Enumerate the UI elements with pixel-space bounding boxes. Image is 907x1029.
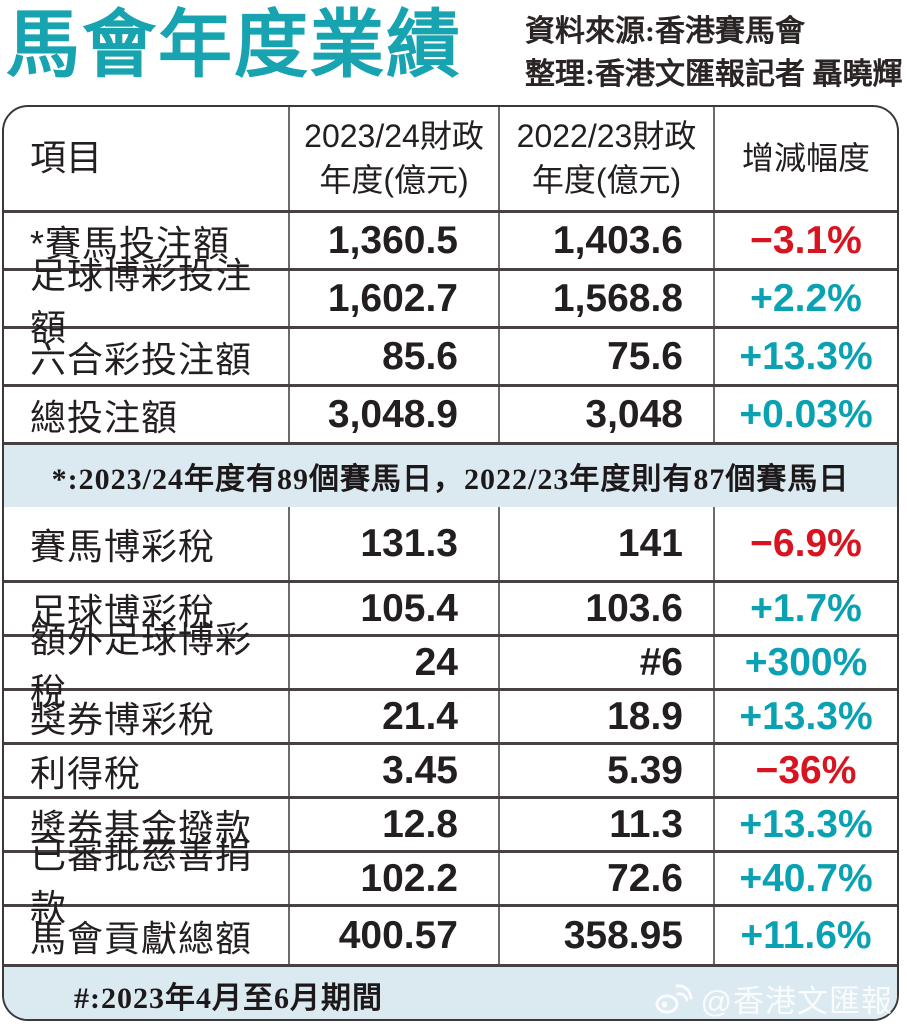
table-row: 足球博彩稅 105.4 103.6 +1.7% [4, 583, 897, 637]
table-header-row: 項目 2023/24財政年度(億元) 2022/23財政年度(億元) 增減幅度 [4, 107, 897, 213]
value-2023-24: 105.4 [290, 583, 500, 634]
change-percent: +1.7% [750, 586, 862, 630]
table-row: 足球博彩投注額 1,602.7 1,568.8 +2.2% [4, 255, 897, 348]
table-row: 總投注額 3,048.9 3,048 +0.03% [4, 387, 897, 445]
value-2023-24: 131.3 [290, 507, 500, 580]
value-2023-24: 85.6 [290, 329, 500, 384]
table-row: 六合彩投注額 85.6 75.6 +13.3% [4, 329, 897, 387]
table-row: 馬會貢獻總額 400.57 358.95 +11.6% [4, 907, 897, 967]
footnote-period: #:2023年4月至6月期間 [4, 967, 897, 1019]
value-2023-24: 102.2 [290, 853, 500, 904]
change-percent: +13.3% [739, 334, 873, 378]
row-label: 獎券基金撥款 [4, 799, 290, 850]
row-label: 足球博彩投注額 [4, 255, 290, 348]
change-percent: +11.6% [740, 913, 872, 957]
results-table: 項目 2023/24財政年度(億元) 2022/23財政年度(億元) 增減幅度 … [2, 105, 899, 1021]
weibo-watermark: @香港文匯報 [654, 976, 893, 1021]
change-percent: −3.1% [750, 218, 862, 262]
change-percent: +0.03% [739, 392, 873, 436]
row-label: 總投注額 [4, 387, 290, 442]
table-row: 獎券博彩稅 21.4 18.9 +13.3% [4, 691, 897, 745]
value-2023-24: 3.45 [290, 745, 500, 796]
value-2023-24: 12.8 [290, 799, 500, 850]
row-label: 額外足球博彩稅 [4, 619, 290, 712]
value-2022-23: 3,048 [500, 387, 715, 442]
value-2022-23: 141 [500, 507, 715, 580]
value-2022-23: 18.9 [500, 691, 715, 742]
credits-block: 資料來源:香港賽馬會 整理:香港文匯報記者 聶曉輝 [525, 10, 905, 96]
col-header-change: 增減幅度 [741, 139, 870, 176]
value-2023-24: 400.57 [290, 907, 500, 964]
table-row: 利得稅 3.45 5.39 −36% [4, 745, 897, 799]
col-header-fy2223: 2022/23財政年度(億元) [500, 107, 715, 210]
value-2023-24: 3,048.9 [290, 387, 500, 442]
change-percent: +40.7% [739, 856, 873, 900]
change-percent: −6.9% [750, 521, 862, 565]
table-row: *賽馬投注額 1,360.5 1,403.6 −3.1% [4, 213, 897, 271]
row-label: 馬會貢獻總額 [4, 907, 290, 964]
value-2023-24: 1,602.7 [290, 271, 500, 326]
row-label: 利得稅 [4, 745, 290, 796]
weibo-icon [654, 982, 694, 1015]
value-2022-23: 11.3 [500, 799, 715, 850]
value-2022-23: 72.6 [500, 853, 715, 904]
editor-credit-line: 整理:香港文匯報記者 聶曉輝 [525, 58, 903, 91]
value-2022-23: 75.6 [500, 329, 715, 384]
value-2022-23: 5.39 [500, 745, 715, 796]
watermark-label: @香港文匯報 [700, 984, 893, 1019]
col-header-fy2324: 2023/24財政年度(億元) [290, 107, 500, 210]
value-2023-24: 21.4 [290, 691, 500, 742]
value-2022-23: 1,403.6 [500, 213, 715, 268]
value-2022-23: 1,568.8 [500, 271, 715, 326]
change-percent: +2.2% [750, 276, 862, 320]
row-label: 六合彩投注額 [4, 329, 290, 384]
change-percent: +13.3% [739, 802, 873, 846]
value-2022-23: 103.6 [500, 583, 715, 634]
value-2023-24: 1,360.5 [290, 213, 500, 268]
value-2022-23: #6 [500, 637, 715, 688]
table-row: 獎券基金撥款 12.8 11.3 +13.3% [4, 799, 897, 853]
table-row: 額外足球博彩稅 24 #6 +300% [4, 619, 897, 712]
table-row: 已審批慈善捐款 102.2 72.6 +40.7% [4, 835, 897, 928]
table-row: 賽馬博彩稅 131.3 141 −6.9% [4, 507, 897, 583]
value-2023-24: 24 [290, 637, 500, 688]
change-percent: +13.3% [739, 694, 873, 738]
row-label: 足球博彩稅 [4, 583, 290, 634]
row-label: 獎券博彩稅 [4, 691, 290, 742]
row-label: *賽馬投注額 [4, 213, 290, 268]
page-title: 馬會年度業績 [6, 3, 462, 86]
row-label: 已審批慈善捐款 [4, 835, 290, 928]
row-label: 賽馬博彩稅 [4, 507, 290, 580]
footnote-race-days: *:2023/24年度有89個賽馬日，2022/23年度則有87個賽馬日 [4, 445, 897, 507]
change-percent: −36% [755, 748, 857, 792]
value-2022-23: 358.95 [500, 907, 715, 964]
source-credit-line: 資料來源:香港賽馬會 [525, 15, 805, 48]
col-header-item: 項目 [4, 107, 290, 210]
change-percent: +300% [744, 640, 868, 684]
